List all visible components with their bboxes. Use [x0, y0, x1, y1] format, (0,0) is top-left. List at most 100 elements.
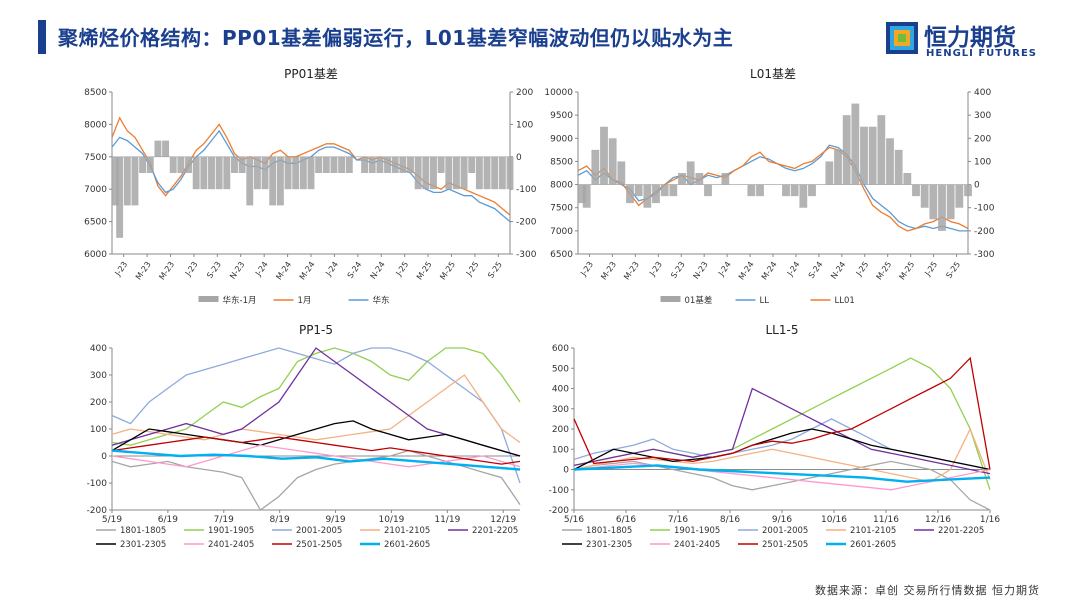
series-line-LL [577, 144, 968, 232]
y2-tick-label: 0 [516, 153, 522, 163]
bar-华东-1月 [299, 156, 307, 190]
bar-01基差 [825, 161, 834, 185]
bar-华东-1月 [391, 156, 399, 173]
x-tick-label: J-23 [113, 260, 130, 278]
bar-华东-1月 [422, 156, 430, 190]
bar-01基差 [920, 184, 929, 208]
y2-tick-label: -100 [974, 204, 995, 214]
x-tick-label: M-23 [622, 260, 641, 282]
chart-legend: 1801-1805 1901-1905 2001-2005 2101-2105 2201… [562, 526, 984, 550]
bar-01基差 [964, 184, 972, 197]
bar-华东-1月 [139, 156, 147, 173]
x-tick-label: N-23 [228, 260, 246, 281]
bar-01基差 [582, 184, 591, 208]
y2-tick-label: -300 [516, 250, 537, 260]
x-tick-label: S-24 [346, 260, 364, 280]
bar-01基差 [834, 149, 842, 185]
bar-华东-1月 [177, 156, 185, 173]
bar-华东-1月 [223, 156, 231, 190]
chart-pp01: PP01基差 6000 6500 7000 7500 8000 8500 -300 -200 -1… [84, 67, 537, 306]
title-accent-bar [38, 20, 46, 54]
bar-01基差 [799, 184, 808, 208]
legend-label: 1901-1905 [208, 526, 254, 536]
x-tick-label: N-23 [692, 260, 710, 281]
y-tick-label: 8000 [550, 181, 573, 191]
y-tick-label: -200 [87, 506, 108, 516]
bar-华东-1月 [307, 156, 315, 190]
series-line-2101-2105 [111, 374, 521, 444]
y2-tick-label: -200 [974, 227, 995, 237]
y-tick-label: 6000 [84, 250, 107, 260]
page-title: 聚烯烃价格结构：PP01基差偏弱运行，L01基差窄幅波动但仍以贴水为主 [58, 26, 734, 50]
y-tick-label: 600 [552, 344, 569, 354]
bar-华东-1月 [131, 156, 139, 206]
x-tick-label: 8/19 [270, 515, 290, 525]
bar-01基差 [695, 173, 704, 185]
bar-华东-1月 [361, 156, 369, 173]
y2-tick-label: -300 [974, 250, 995, 260]
legend-label: 2201-2205 [472, 526, 518, 536]
bar-01基差 [903, 173, 912, 185]
chart-title: PP01基差 [284, 67, 338, 81]
y2-tick-label: 200 [974, 134, 991, 144]
bar-华东-1月 [200, 156, 208, 190]
x-tick-label: J-23 [183, 260, 200, 278]
y-tick-label: 7000 [84, 185, 107, 195]
bar-华东-1月 [460, 156, 468, 190]
y-tick-label: 200 [90, 398, 107, 408]
bar-华东-1月 [376, 156, 384, 173]
bar-华东-1月 [284, 156, 292, 190]
chart-legend: 01基差 LL LL01 [660, 295, 855, 306]
series-line-1801-1805 [573, 460, 991, 511]
series-line-2601-2605 [573, 464, 991, 483]
bar-华东-1月 [192, 156, 200, 190]
series-line-1901-1905 [573, 357, 991, 491]
y-tick-label: 400 [552, 385, 569, 395]
legend-label: 1801-1805 [586, 526, 632, 536]
bar-01基差 [686, 161, 695, 185]
x-tick-label: J-25 [464, 260, 481, 278]
x-tick-label: 5/19 [102, 515, 122, 525]
chart-l01: L01基差 6500 7000 7500 8000 8500 9000 9500 10000 -3… [544, 67, 995, 306]
series-line-2601-2605 [111, 449, 521, 471]
legend-label: 华东-1月 [223, 295, 257, 306]
x-tick-label: M-25 [875, 260, 894, 282]
bar-01基差 [747, 184, 756, 197]
x-tick-label: J-23 [578, 260, 595, 278]
y2-tick-label: -100 [516, 185, 537, 195]
bar-华东-1月 [292, 156, 300, 190]
bar-华东-1月 [146, 156, 154, 173]
x-tick-label: M-23 [599, 260, 618, 282]
bar-华东-1月 [452, 156, 460, 190]
y-tick-label: 7500 [550, 204, 573, 214]
y-tick-label: -100 [87, 479, 108, 489]
bar-01基差 [591, 149, 600, 185]
bar-01基差 [669, 184, 678, 197]
x-tick-label: N-24 [369, 260, 387, 281]
y-tick-label: 9500 [550, 111, 573, 121]
y-tick-label: 300 [90, 371, 107, 381]
y2-tick-label: 100 [516, 120, 533, 130]
chart-title: L01基差 [750, 67, 796, 81]
bar-华东-1月 [437, 156, 445, 173]
series-line-1901-1905 [111, 347, 521, 446]
bar-华东-1月 [215, 156, 223, 190]
y2-tick-label: 400 [974, 88, 991, 98]
chart-title: PP1-5 [299, 323, 333, 337]
legend-label: 2601-2605 [850, 540, 896, 550]
x-tick-label: J-24 [716, 260, 733, 278]
series-line-2001-2005 [111, 347, 521, 484]
y2-tick-label: 300 [974, 111, 991, 121]
legend-swatch [198, 296, 219, 302]
bar-01基差 [946, 184, 955, 220]
chart-pp15: PP1-5 -200 -100 0 100 200 300 400 5/19 6/19 7/19 8/… [87, 323, 521, 550]
chart-legend: 华东-1月 1月 华东 [198, 295, 390, 306]
y-tick-label: 8000 [84, 120, 107, 130]
bar-华东-1月 [269, 156, 277, 206]
chart-legend: 1801-1805 1901-1905 2001-2005 2101-2105 2201… [96, 526, 518, 550]
bar-华东-1月 [498, 156, 506, 190]
bar-01基差 [929, 184, 938, 220]
bar-华东-1月 [261, 156, 269, 190]
x-tick-label: M-23 [134, 260, 153, 282]
legend-label: 2401-2405 [674, 540, 720, 550]
